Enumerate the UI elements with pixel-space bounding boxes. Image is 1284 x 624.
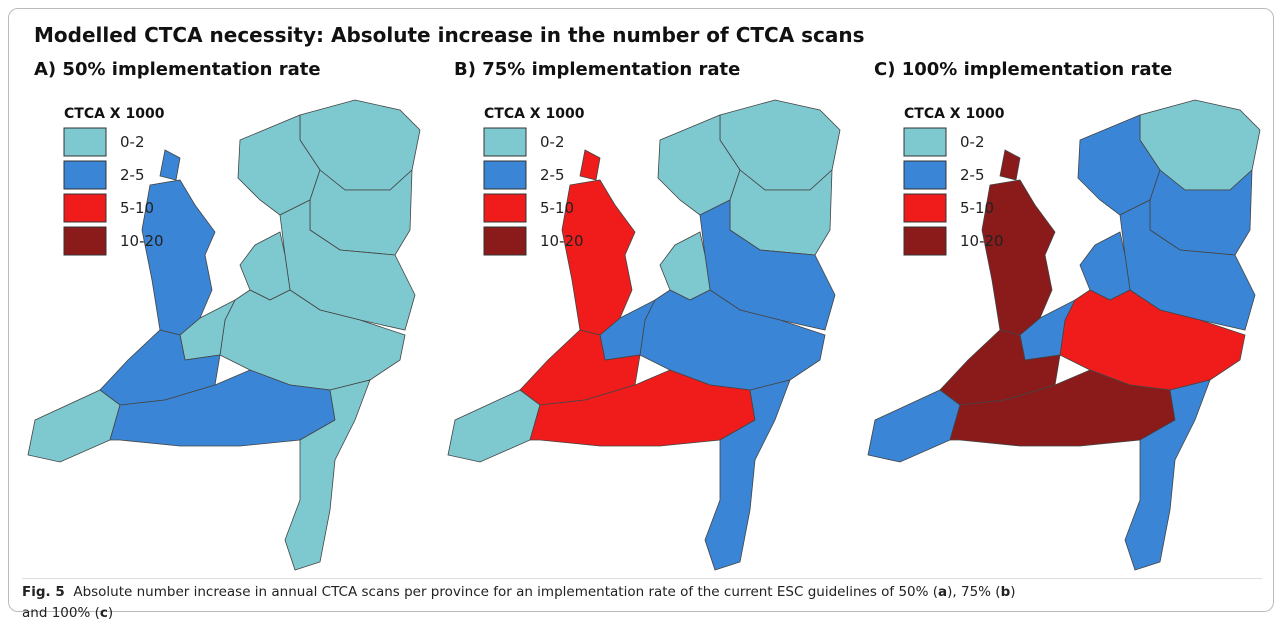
legend-label: 10-20 <box>540 232 584 250</box>
legend-swatch <box>903 193 947 223</box>
legend-swatch <box>483 226 527 256</box>
caption-text: Absolute number increase in annual CTCA … <box>64 584 939 600</box>
island <box>579 149 601 181</box>
caption-text: ), 75% ( <box>947 584 1001 600</box>
island <box>999 149 1021 181</box>
caption-text: b <box>1000 584 1011 600</box>
province <box>239 231 291 301</box>
legend-label: 0-2 <box>540 133 565 151</box>
panels: A) 50% implementation rate CTCA X 1000 0-2… <box>27 59 1261 571</box>
province <box>141 179 216 336</box>
panel-title: C) 100% implementation rate <box>874 59 1172 80</box>
province <box>1124 379 1211 571</box>
map-panel: B) 75% implementation rate CTCA X 1000 0-2… <box>447 59 841 571</box>
province <box>867 389 961 463</box>
legend-label: 2-5 <box>540 166 565 184</box>
caption-text: ) <box>1010 584 1016 600</box>
province <box>219 289 406 391</box>
legend-label: 10-20 <box>960 232 1004 250</box>
legend-label: 5-10 <box>120 199 154 217</box>
panel-title: A) 50% implementation rate <box>34 59 321 80</box>
island <box>159 149 181 181</box>
province <box>659 231 711 301</box>
legend-title: CTCA X 1000 <box>64 106 165 122</box>
province <box>447 389 541 463</box>
province <box>704 379 791 571</box>
figure-title: Modelled CTCA necessity: Absolute increa… <box>34 23 865 47</box>
caption-text: ) <box>107 605 114 621</box>
province <box>27 389 121 463</box>
legend-title: CTCA X 1000 <box>484 106 585 122</box>
caption-text: a <box>938 584 948 600</box>
caption-text: Fig. 5 <box>22 584 65 600</box>
legend-label: 2-5 <box>960 166 985 184</box>
legend-swatch <box>903 226 947 256</box>
province <box>1059 289 1246 391</box>
caption-rule <box>22 578 1262 579</box>
province <box>561 179 636 336</box>
legend-label: 0-2 <box>120 133 145 151</box>
legend-swatch <box>903 127 947 157</box>
caption-text: c <box>99 605 108 621</box>
legend-title: CTCA X 1000 <box>904 106 1005 122</box>
legend-label: 5-10 <box>960 199 994 217</box>
province <box>639 289 826 391</box>
legend-label: 0-2 <box>960 133 985 151</box>
legend-label: 10-20 <box>120 232 164 250</box>
legend-label: 5-10 <box>540 199 574 217</box>
legend-swatch <box>63 226 107 256</box>
panel-title: B) 75% implementation rate <box>454 59 740 80</box>
legend-swatch <box>63 127 107 157</box>
figure: Modelled CTCA necessity: Absolute increa… <box>27 23 1261 571</box>
legend-swatch <box>63 160 107 190</box>
province <box>1079 231 1131 301</box>
caption-text: and 100% ( <box>22 605 100 621</box>
legend-swatch <box>483 160 527 190</box>
province <box>981 179 1056 336</box>
legend-swatch <box>63 193 107 223</box>
legend-swatch <box>903 160 947 190</box>
legend-swatch <box>483 193 527 223</box>
figure-frame <box>8 8 1274 612</box>
province <box>284 379 371 571</box>
map-panel: A) 50% implementation rate CTCA X 1000 0-2… <box>27 59 421 571</box>
map-panel: C) 100% implementation rate CTCA X 1000 0-… <box>867 59 1261 571</box>
legend-label: 2-5 <box>120 166 145 184</box>
legend-swatch <box>483 127 527 157</box>
caption: Fig. 5 Absolute number increase in annua… <box>22 582 1262 624</box>
